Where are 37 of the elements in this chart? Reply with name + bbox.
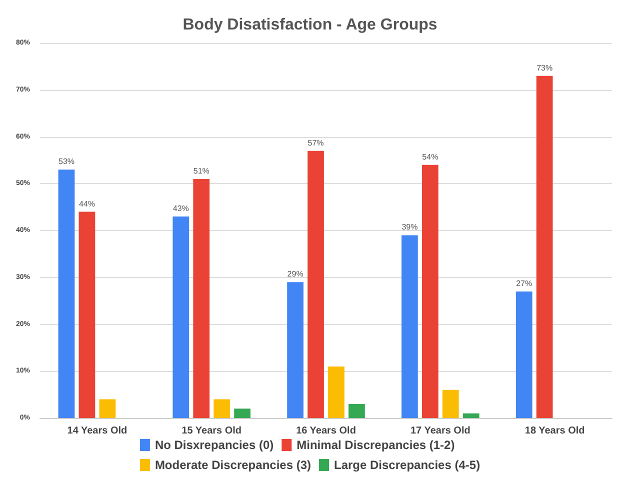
bar [99, 399, 116, 418]
data-label: 53% [58, 157, 74, 166]
bar [193, 178, 210, 418]
x-tick-label: 17 Years Old [410, 426, 470, 436]
data-label: 43% [172, 204, 189, 213]
bar [287, 282, 304, 418]
data-label: 54% [422, 152, 438, 162]
bar [234, 408, 250, 418]
data-label: 51% [193, 166, 210, 176]
bar [442, 390, 459, 418]
chart-title: Body Disatisfaction - Age Groups [182, 16, 438, 34]
data-label: 57% [308, 138, 324, 148]
bar [308, 150, 324, 418]
bar [328, 366, 344, 418]
x-tick-label: 18 Years Old [524, 426, 585, 436]
bar [402, 235, 418, 418]
legend-label: No Disxrepancies (0) [154, 438, 274, 452]
legend-label: Moderate Discrepancies (3) [154, 458, 311, 472]
bar [422, 164, 438, 418]
bar [348, 404, 365, 418]
x-tick-label: 15 Years Old [182, 426, 242, 436]
bar [516, 291, 532, 418]
data-label: 44% [78, 199, 95, 208]
x-tick-label: 14 Years Old [67, 426, 128, 436]
bar [58, 170, 75, 418]
data-label: 73% [536, 63, 553, 72]
data-label: 29% [287, 270, 304, 279]
bar [78, 212, 96, 418]
bar [214, 399, 230, 418]
bar [536, 76, 553, 418]
legend-label: Large Discrepancies (4-5) [334, 458, 480, 472]
data-label: 39% [402, 222, 418, 232]
bar [172, 216, 190, 418]
data-label: 27% [516, 278, 532, 288]
x-tick-label: 16 Years Old [296, 426, 356, 436]
bar [462, 413, 480, 418]
legend-label: Minimal Discrepancies (1-2) [296, 438, 455, 452]
